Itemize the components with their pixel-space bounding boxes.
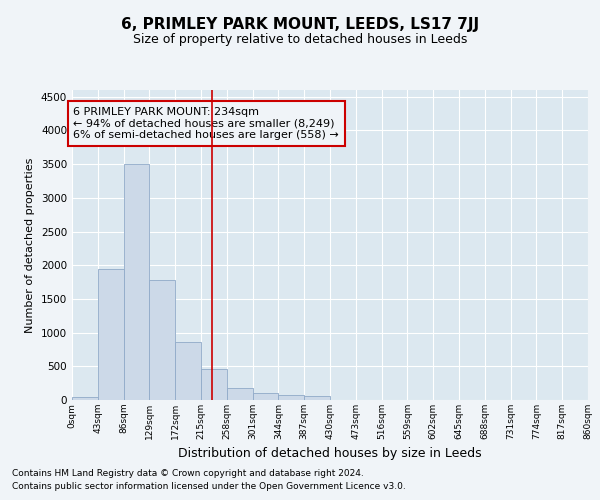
Bar: [227, 388, 253, 400]
Y-axis label: Number of detached properties: Number of detached properties: [25, 158, 35, 332]
Bar: [175, 342, 201, 400]
X-axis label: Distribution of detached houses by size in Leeds: Distribution of detached houses by size …: [178, 448, 482, 460]
Bar: [253, 394, 278, 400]
Bar: [278, 396, 304, 400]
Text: Contains public sector information licensed under the Open Government Licence v3: Contains public sector information licen…: [12, 482, 406, 491]
Bar: [72, 396, 98, 400]
Bar: [304, 396, 330, 400]
Bar: [149, 280, 175, 400]
Text: Contains HM Land Registry data © Crown copyright and database right 2024.: Contains HM Land Registry data © Crown c…: [12, 468, 364, 477]
Bar: [201, 369, 227, 400]
Text: 6 PRIMLEY PARK MOUNT: 234sqm
← 94% of detached houses are smaller (8,249)
6% of : 6 PRIMLEY PARK MOUNT: 234sqm ← 94% of de…: [73, 107, 339, 140]
Text: 6, PRIMLEY PARK MOUNT, LEEDS, LS17 7JJ: 6, PRIMLEY PARK MOUNT, LEEDS, LS17 7JJ: [121, 18, 479, 32]
Text: Size of property relative to detached houses in Leeds: Size of property relative to detached ho…: [133, 32, 467, 46]
Bar: [98, 268, 124, 400]
Bar: [124, 164, 149, 400]
